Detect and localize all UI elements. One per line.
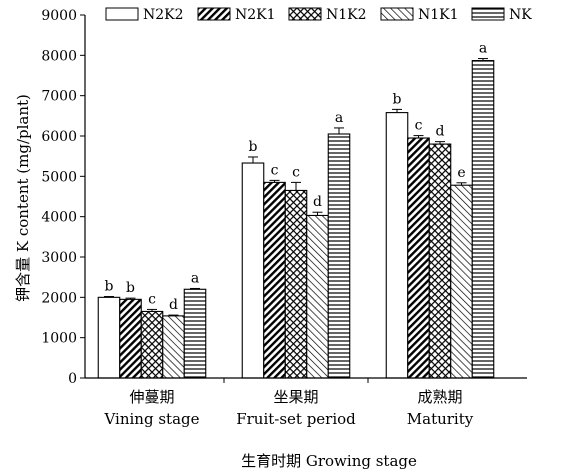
legend-swatch bbox=[288, 7, 322, 21]
bar bbox=[119, 298, 142, 379]
bar bbox=[183, 288, 207, 379]
bar bbox=[450, 184, 473, 379]
y-tick-label: 3000 bbox=[41, 250, 77, 266]
significance-label: a bbox=[335, 110, 343, 126]
x-axis-title: 生育时期 Growing stage bbox=[241, 452, 417, 470]
x-category-label-en: Maturity bbox=[407, 410, 474, 428]
significance-label: a bbox=[479, 41, 487, 57]
bar bbox=[428, 143, 452, 379]
bar bbox=[306, 214, 329, 379]
y-tick-label: 0 bbox=[68, 371, 77, 387]
legend: N2K2 N2K1 N1K2 N1K1 NK bbox=[105, 7, 532, 23]
x-category-label-zh: 坐果期 bbox=[273, 388, 318, 406]
significance-label: c bbox=[415, 118, 423, 134]
bar bbox=[327, 133, 351, 379]
legend-label: N1K1 bbox=[418, 7, 459, 23]
legend-label: N2K2 bbox=[143, 7, 184, 23]
bar bbox=[162, 315, 185, 379]
significance-label: b bbox=[393, 91, 402, 107]
y-tick-label: 4000 bbox=[41, 210, 77, 226]
bar bbox=[385, 112, 409, 379]
bar bbox=[407, 137, 430, 379]
axes: 0 1000 2000 3000 4000 5000 6000 7000 8000 9000 伸蔓期… bbox=[41, 8, 527, 428]
bar bbox=[263, 181, 286, 379]
y-tick-label: 1000 bbox=[41, 331, 77, 347]
y-tick-label: 7000 bbox=[41, 89, 77, 105]
x-category-label-en: Vining stage bbox=[103, 410, 199, 428]
y-tick-label: 6000 bbox=[41, 129, 77, 145]
significance-label: b bbox=[105, 279, 114, 295]
y-tick-label: 5000 bbox=[41, 169, 77, 185]
legend-swatch bbox=[105, 7, 139, 21]
bar bbox=[284, 189, 308, 379]
significance-label: c bbox=[148, 291, 156, 307]
bar bbox=[140, 310, 164, 379]
significance-label: c bbox=[292, 164, 300, 180]
legend-label: NK bbox=[509, 7, 532, 23]
y-axis-title: 钾含量 K content (mg/plant) bbox=[14, 94, 32, 302]
significance-label: a bbox=[191, 270, 199, 286]
y-tick-label: 8000 bbox=[41, 48, 77, 64]
legend-swatch bbox=[197, 7, 231, 21]
bar bbox=[97, 296, 121, 379]
x-category-label-zh: 伸蔓期 bbox=[129, 388, 174, 406]
significance-label: c bbox=[271, 162, 279, 178]
significance-label: d bbox=[313, 194, 322, 210]
legend-swatch bbox=[471, 7, 505, 21]
legend-label: N1K2 bbox=[326, 7, 367, 23]
significance-label: d bbox=[436, 124, 445, 140]
y-tick-label: 9000 bbox=[41, 8, 77, 24]
significance-label: b bbox=[249, 139, 258, 155]
significance-label: b bbox=[126, 280, 135, 296]
significance-label: e bbox=[457, 165, 465, 181]
x-category-label-en: Fruit-set period bbox=[236, 410, 356, 428]
legend-swatch bbox=[380, 7, 414, 21]
y-tick-label: 2000 bbox=[41, 290, 77, 306]
bar bbox=[471, 60, 495, 379]
x-category-label-zh: 成熟期 bbox=[417, 388, 462, 406]
bar bbox=[241, 162, 265, 379]
significance-label: d bbox=[169, 297, 178, 313]
legend-label: N2K1 bbox=[235, 7, 276, 23]
